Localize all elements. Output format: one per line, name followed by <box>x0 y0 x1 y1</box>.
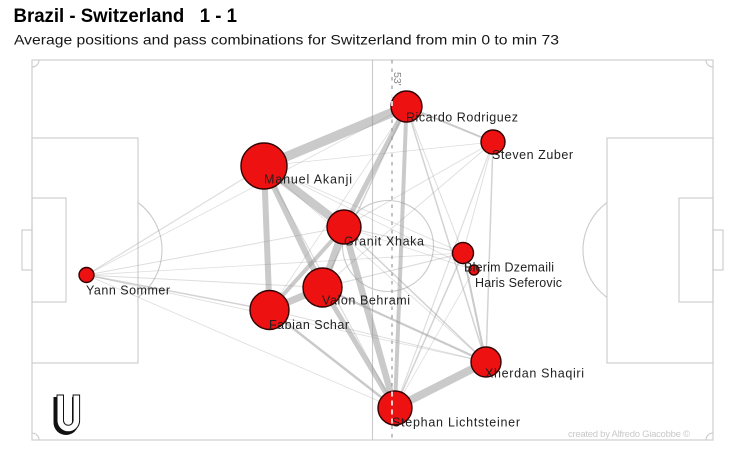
svg-text:Valon Behrami: Valon Behrami <box>322 294 410 308</box>
svg-text:Xherdan Shaqiri: Xherdan Shaqiri <box>485 367 584 381</box>
svg-text:Steven Zuber: Steven Zuber <box>492 148 573 162</box>
svg-text:Granit Xhaka: Granit Xhaka <box>344 235 424 249</box>
svg-text:Manuel Akanji: Manuel Akanji <box>264 173 352 187</box>
svg-text:Average positions and pass com: Average positions and pass combinations … <box>14 32 559 48</box>
svg-text:Stephan Lichtsteiner: Stephan Lichtsteiner <box>392 416 520 430</box>
svg-text:Haris Seferovic: Haris Seferovic <box>475 276 562 290</box>
svg-text:Fabian Schar: Fabian Schar <box>269 318 349 332</box>
svg-text:created by Alfredo Giacobbe ©: created by Alfredo Giacobbe © <box>568 429 690 440</box>
svg-text:Yann Sommer: Yann Sommer <box>86 284 170 298</box>
svg-text:Brazil - Switzerland 1 - 1: Brazil - Switzerland 1 - 1 <box>14 6 238 27</box>
svg-text:53': 53' <box>391 72 403 86</box>
svg-text:Ricardo Rodriguez: Ricardo Rodriguez <box>406 111 518 125</box>
svg-text:Blerim Dzemaili: Blerim Dzemaili <box>464 261 554 275</box>
